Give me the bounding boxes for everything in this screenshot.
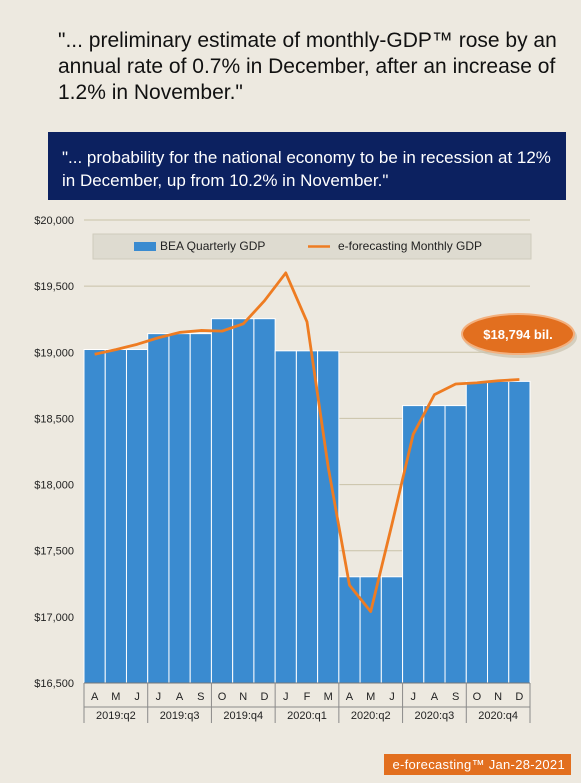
gdp-bar <box>253 318 276 684</box>
x-tick-month: O <box>473 691 482 703</box>
x-tick-quarter: 2020:q2 <box>351 710 391 722</box>
y-tick-label: $16,500 <box>34 678 74 690</box>
gdp-bar <box>168 333 191 684</box>
x-tick-month: J <box>156 691 162 703</box>
x-tick-month: A <box>176 691 184 703</box>
x-tick-month: D <box>515 691 523 703</box>
gdp-bar <box>317 350 340 684</box>
gdp-bar <box>402 405 425 684</box>
x-tick-month: A <box>91 691 99 703</box>
x-tick-quarter: 2019:q3 <box>160 710 200 722</box>
gdp-bar <box>487 380 510 684</box>
x-tick-month: J <box>283 691 289 703</box>
headline-quote: "... preliminary estimate of monthly-GDP… <box>58 29 557 104</box>
y-tick-label: $17,000 <box>34 612 74 624</box>
gdp-bar <box>380 576 404 684</box>
gdp-bar <box>189 333 212 684</box>
legend-bar-swatch <box>134 242 156 251</box>
x-tick-month: M <box>324 691 333 703</box>
gdp-bar <box>125 349 149 684</box>
x-tick-quarter: 2020:q1 <box>287 710 327 722</box>
y-tick-label: $18,500 <box>34 413 74 425</box>
gdp-bar <box>83 349 106 684</box>
x-tick-month: O <box>218 691 227 703</box>
x-tick-month: J <box>389 691 395 703</box>
gdp-bar <box>147 333 170 684</box>
x-tick-month: S <box>197 691 204 703</box>
banner-quote: "... probability for the national econom… <box>62 148 551 190</box>
monthly-gdp-line <box>94 271 520 613</box>
x-tick-month: N <box>239 691 247 703</box>
x-tick-month: J <box>134 691 140 703</box>
x-tick-month: S <box>452 691 459 703</box>
gdp-bar <box>210 318 234 684</box>
gdp-bar <box>104 349 127 684</box>
source-footer: e-forecasting™ Jan-28-2021 <box>384 754 571 775</box>
gdp-bar <box>444 405 467 684</box>
x-tick-quarter: 2019:q2 <box>96 710 136 722</box>
gdp-bar <box>423 405 446 684</box>
x-tick-month: M <box>111 691 120 703</box>
gdp-bar <box>465 380 489 684</box>
y-tick-label: $19,500 <box>34 281 74 293</box>
x-tick-quarter: 2020:q4 <box>478 710 518 722</box>
y-tick-label: $18,000 <box>34 480 74 492</box>
x-tick-month: M <box>366 691 375 703</box>
callout-ellipse <box>461 313 575 355</box>
legend-bar-label: BEA Quarterly GDP <box>160 239 265 253</box>
x-tick-month: A <box>431 691 439 703</box>
legend-line-label: e-forecasting Monthly GDP <box>338 239 482 253</box>
y-tick-label: $20,000 <box>34 215 74 227</box>
x-tick-month: F <box>304 691 311 703</box>
x-tick-quarter: 2020:q3 <box>415 710 455 722</box>
gdp-bar <box>508 380 531 684</box>
gdp-bar <box>232 318 255 684</box>
x-tick-month: A <box>346 691 354 703</box>
x-tick-month: J <box>410 691 416 703</box>
gdp-chart: $16,500 $17,000 $17,500 $18,000 $18,500 $19,0… <box>34 215 577 723</box>
y-tick-label: $19,000 <box>34 347 74 359</box>
y-tick-label: $17,500 <box>34 546 74 558</box>
x-tick-quarter: 2019:q4 <box>223 710 263 722</box>
x-tick-month: N <box>494 691 502 703</box>
gdp-bar <box>359 576 382 684</box>
x-tick-month: D <box>261 691 269 703</box>
gdp-bar <box>295 350 319 684</box>
recession-probability-banner: "... probability for the national econom… <box>48 132 566 200</box>
gdp-bar <box>274 350 297 684</box>
callout-label: $18,794 bil. <box>483 327 552 342</box>
